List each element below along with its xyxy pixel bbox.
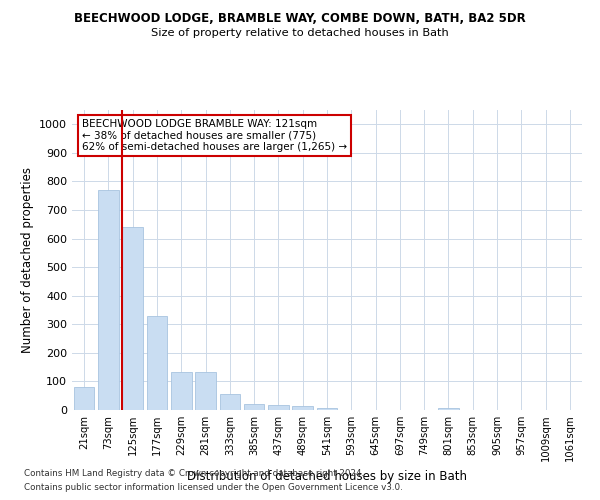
Text: Contains HM Land Registry data © Crown copyright and database right 2024.: Contains HM Land Registry data © Crown c…: [24, 468, 364, 477]
X-axis label: Distribution of detached houses by size in Bath: Distribution of detached houses by size …: [187, 470, 467, 483]
Text: BEECHWOOD LODGE BRAMBLE WAY: 121sqm
← 38% of detached houses are smaller (775)
6: BEECHWOOD LODGE BRAMBLE WAY: 121sqm ← 38…: [82, 119, 347, 152]
Bar: [74, 386, 94, 410]
Text: Contains public sector information licensed under the Open Government Licence v3: Contains public sector information licen…: [24, 484, 403, 492]
Bar: [98, 190, 119, 410]
Bar: [146, 316, 167, 410]
Text: Size of property relative to detached houses in Bath: Size of property relative to detached ho…: [151, 28, 449, 38]
Bar: [292, 406, 313, 410]
Bar: [220, 394, 240, 410]
Bar: [195, 372, 216, 410]
Bar: [244, 404, 265, 410]
Bar: [268, 405, 289, 410]
Bar: [438, 408, 459, 410]
Bar: [317, 408, 337, 410]
Text: BEECHWOOD LODGE, BRAMBLE WAY, COMBE DOWN, BATH, BA2 5DR: BEECHWOOD LODGE, BRAMBLE WAY, COMBE DOWN…: [74, 12, 526, 26]
Y-axis label: Number of detached properties: Number of detached properties: [20, 167, 34, 353]
Bar: [122, 227, 143, 410]
Bar: [171, 372, 191, 410]
